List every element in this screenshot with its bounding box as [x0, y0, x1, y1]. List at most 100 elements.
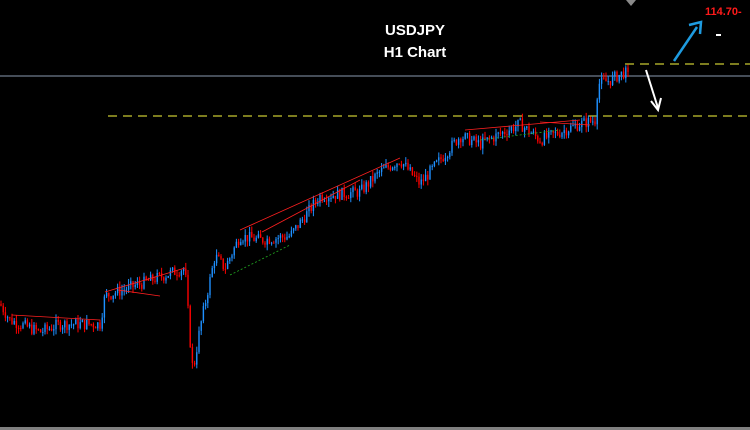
candle-body: [92, 324, 95, 328]
candle-body: [143, 276, 145, 289]
candle-body: [495, 133, 497, 142]
candle-body: [158, 272, 161, 274]
candle-body: [367, 182, 370, 187]
dash-marker: [716, 34, 721, 36]
candle-body: [534, 131, 537, 136]
candle-body: [72, 324, 75, 326]
trend-line: [104, 267, 186, 293]
candle-body: [545, 132, 548, 138]
candle-body: [350, 192, 352, 199]
candle-body: [457, 138, 460, 145]
candle-body: [486, 137, 488, 140]
candle-body: [325, 200, 328, 202]
candle-body: [510, 126, 513, 131]
candle-body: [391, 167, 394, 170]
candle-body: [119, 286, 121, 296]
candle-body: [33, 324, 35, 334]
candle-body: [328, 198, 330, 202]
trend-line: [11, 314, 101, 321]
candle-body: [609, 81, 612, 85]
candle-body: [178, 275, 180, 277]
candle-body: [134, 284, 136, 288]
candle-body: [215, 254, 218, 264]
candle-body: [477, 140, 480, 143]
candle-body: [442, 159, 444, 162]
candle-body: [123, 289, 125, 291]
candle-body: [537, 135, 539, 142]
chart-shift-marker-icon: [626, 0, 636, 6]
candle-body: [310, 205, 312, 211]
candle-body: [614, 71, 616, 76]
trend-line: [239, 157, 401, 231]
candle-body: [61, 327, 64, 330]
candle-body: [237, 241, 240, 245]
candle-body: [413, 175, 416, 177]
candle-body: [526, 126, 528, 129]
candle-body: [523, 128, 526, 132]
candle-body: [193, 362, 196, 365]
candle-body: [460, 138, 462, 143]
candle-body: [132, 281, 134, 288]
candle-body: [297, 225, 299, 228]
candle-body: [259, 234, 262, 238]
candle-body: [482, 137, 484, 149]
candle-body: [618, 74, 620, 82]
candle-body: [427, 174, 429, 180]
candle-body: [475, 136, 477, 143]
candle-body: [334, 195, 337, 199]
chart-title: USDJPY H1 Chart: [360, 20, 470, 64]
scrollbar[interactable]: [0, 427, 750, 430]
candle-body: [589, 117, 592, 122]
candle-body: [323, 200, 326, 202]
candle-body: [418, 176, 420, 185]
candle-body: [387, 164, 389, 168]
candle-body: [565, 130, 568, 136]
candle-body: [242, 241, 244, 243]
candle-body: [317, 202, 319, 204]
candle-body: [563, 130, 565, 133]
candle-body: [37, 329, 40, 331]
candle-body: [94, 327, 97, 329]
candle-body: [396, 163, 398, 168]
candle-body: [55, 319, 57, 330]
candle-body: [451, 140, 453, 153]
candle-body: [213, 263, 216, 269]
candle-body: [446, 156, 449, 158]
candle-body: [15, 320, 18, 328]
candle-body: [28, 324, 31, 327]
candle-body: [449, 152, 451, 157]
candle-body: [541, 142, 543, 145]
candle-body: [592, 121, 594, 123]
candle-body: [31, 324, 33, 334]
price-annotation: 114.70-: [705, 6, 742, 18]
trend-line: [117, 289, 161, 297]
candle-body: [68, 324, 70, 330]
down-arrow-icon: [645, 69, 659, 109]
candle-body: [17, 327, 20, 329]
candle-body: [343, 187, 345, 197]
candle-body: [627, 67, 629, 72]
candle-body: [497, 132, 499, 134]
candle-body: [365, 182, 367, 192]
candle-body: [180, 271, 183, 276]
candle-body: [209, 277, 211, 296]
candle-body: [204, 303, 207, 307]
candle-body: [9, 317, 11, 319]
candle-body: [288, 236, 290, 238]
candle-body: [182, 268, 185, 272]
candle-body: [301, 219, 304, 221]
candle-body: [57, 319, 59, 322]
candle-body: [598, 83, 601, 100]
candle-body: [11, 317, 13, 324]
candle-body: [453, 139, 455, 141]
candle-body: [79, 322, 81, 329]
candle-body: [400, 164, 403, 167]
candle-body: [431, 165, 433, 167]
candle-body: [26, 320, 29, 327]
candle-body: [596, 99, 598, 125]
candle-body: [438, 157, 440, 161]
candle-body: [581, 120, 583, 128]
candle-body: [226, 261, 229, 269]
